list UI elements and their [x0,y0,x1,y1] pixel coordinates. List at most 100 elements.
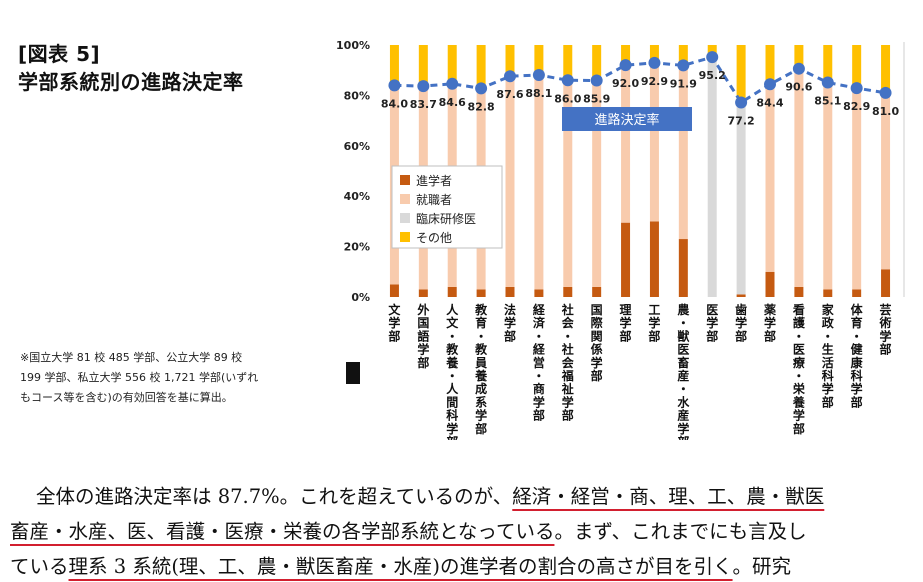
bar-segment [389,284,399,297]
bar-segment [649,221,659,297]
bar-segment [476,45,486,89]
x-tick-label: 学 [591,355,603,370]
bar-segment [823,289,833,297]
data-label: 87.6 [496,88,523,101]
x-tick-label: 部 [764,328,776,343]
data-label: 86.0 [554,92,581,105]
line-point [648,56,661,69]
x-tick-label: 間 [446,395,458,409]
x-tick-label: 関 [591,329,603,343]
bar-segment [852,289,862,297]
bar-segment [736,102,746,295]
x-tick-label: ・ [677,316,689,330]
y-tick-label: 100% [336,39,370,52]
x-tick-label: 学 [706,315,718,330]
x-tick-label: 科 [851,368,863,383]
x-tick-label: 部 [388,328,400,343]
x-tick-label: 学 [764,315,776,330]
x-tick-label: 政 [822,315,835,330]
x-tick-label: 学 [880,328,892,343]
line-legend-label: 進路決定率 [594,112,659,128]
x-tick-label: 生 [822,342,834,357]
bar-segment [534,289,544,297]
line-point [417,80,430,93]
x-tick-label: 営 [533,355,545,370]
x-tick-label: ・ [793,329,805,343]
bar-segment [505,76,515,287]
x-tick-label: 農 [677,302,690,317]
x-tick-label: 外 [417,302,429,317]
x-tick-label: 商 [533,381,545,396]
bar-segment [765,271,775,297]
x-tick-label: 国 [417,316,429,330]
body-line3-suffix: 。研究 [732,555,792,578]
bar-segment [621,222,631,297]
x-tick-label: 育 [475,315,487,330]
x-tick-label: 成 [475,381,487,396]
x-tick-label: 学 [446,421,458,436]
x-tick-label: 薬 [764,302,776,317]
x-tick-label: 歯 [735,302,747,317]
x-tick-label: 護 [793,315,806,330]
chart-svg: 0% 20% 40% 60% 80% 100% 84.0 83.7 84.6 82.887.6 88… [336,39,905,440]
bar-segment [505,286,515,297]
bar-segment [852,88,862,290]
x-tick-label: 文 [388,302,401,317]
x-tick-label: ・ [446,329,458,343]
x-tick-label: 看 [793,302,805,317]
x-tick-label: 部 [417,355,429,370]
x-tick-label: 社 [561,302,574,317]
bar-segment [707,45,717,58]
data-label: 92.9 [641,75,668,88]
legend [391,165,503,249]
line-point [504,70,516,83]
legend-swatch [400,213,410,223]
data-label: 84.6 [439,96,466,109]
bar-segment [447,286,457,297]
x-tick-label: ・ [851,329,863,343]
x-tick-label: 法 [504,302,516,317]
x-tick-label: 医 [793,343,805,357]
x-tick-label: 員 [474,356,487,370]
x-tick-label: 祉 [561,381,574,396]
x-tick-label: 体 [851,302,864,317]
bar-segment [649,45,659,63]
line-point [388,79,401,92]
legend-label: 臨床研修医 [416,211,476,226]
line-point [850,82,863,95]
bar-segment [794,68,804,287]
x-tick-label: 教 [474,342,488,357]
bar-segment [852,45,862,89]
x-tick-label: 国 [591,303,603,317]
x-tick-label: 産 [677,368,689,383]
bar-segment [447,45,457,84]
x-tick-label: 育 [851,315,863,330]
x-tick-label: 学 [475,408,487,423]
x-tick-label: ・ [533,329,545,343]
chart-title: 学部系統別の進路決定率 [18,70,244,94]
y-tick-label: 0% [351,291,370,304]
line-point [446,77,459,90]
x-tick-label: 養 [474,368,487,383]
bar-segment [881,269,891,297]
legend-label: その他 [416,231,452,245]
x-tick-label: ・ [677,382,689,396]
bar-segment [534,45,544,75]
x-tick-label: 工 [648,303,660,317]
bar-segment [563,286,573,297]
bar-segment [563,80,573,287]
x-tick-label: 学 [562,394,574,409]
bar-segment [592,45,602,81]
y-tick-label: 80% [344,89,370,102]
line-point [561,74,574,87]
data-label: 85.1 [814,95,841,108]
legend-swatch [400,175,410,185]
line-legend-box [562,107,692,131]
bar-segment [678,65,688,240]
x-tick-label: 科 [446,408,458,423]
line-point [879,86,892,99]
bar-segment [707,57,717,297]
x-tick-label: 部 [735,328,747,343]
line-point [590,74,603,87]
x-tick-label: ・ [533,369,545,383]
